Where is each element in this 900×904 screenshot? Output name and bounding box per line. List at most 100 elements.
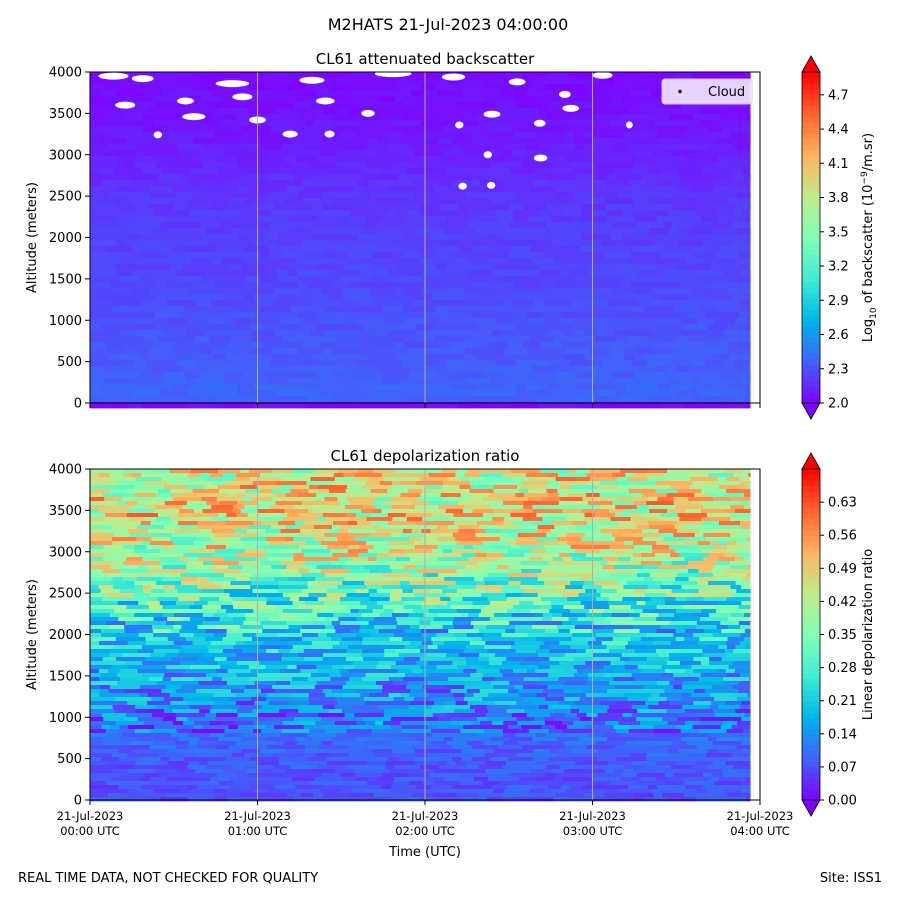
heatmap-cell (337, 234, 359, 240)
heatmap-cell (547, 473, 559, 477)
heatmap-cell (484, 633, 503, 637)
heatmap-cell (396, 557, 411, 561)
heatmap-cell (551, 216, 572, 222)
heatmap-cell (405, 150, 415, 156)
heatmap-cell (147, 601, 161, 605)
heatmap-cell (243, 633, 257, 637)
heatmap-cell (485, 753, 499, 757)
heatmap-cell (465, 192, 489, 198)
heatmap-cell (422, 489, 446, 493)
heatmap-cell (653, 577, 662, 581)
heatmap-cell (325, 625, 334, 629)
heatmap-cell (703, 276, 733, 282)
heatmap-cell (151, 150, 180, 156)
heatmap-cell (590, 477, 617, 481)
colorbar-tick-label: 4.1 (828, 157, 849, 172)
heatmap-cell (187, 246, 217, 252)
heatmap-cell (118, 228, 131, 234)
heatmap-cell (570, 645, 590, 649)
heatmap-cell (749, 120, 751, 126)
heatmap-cell (697, 757, 706, 761)
heatmap-cell (266, 589, 278, 593)
heatmap-cell (661, 673, 673, 677)
heatmap-cell (232, 228, 243, 234)
heatmap-cell (606, 753, 631, 757)
heatmap-cell (377, 497, 392, 501)
heatmap-cell (90, 497, 105, 501)
heatmap-cell (537, 761, 556, 765)
heatmap-cell (117, 354, 140, 360)
y-axis-label: Altitude (meters) (25, 182, 40, 293)
heatmap-cell (580, 342, 592, 348)
heatmap-cell (615, 525, 637, 529)
heatmap-cell (344, 665, 355, 669)
heatmap-cell (656, 108, 682, 114)
heatmap-cell (186, 324, 215, 330)
heatmap-cell (657, 210, 668, 216)
heatmap-cell (188, 473, 200, 477)
heatmap-cell (236, 693, 257, 697)
heatmap-cell (481, 222, 510, 228)
heatmap-cell (672, 589, 700, 593)
heatmap-cell (268, 264, 290, 270)
heatmap-cell (562, 509, 582, 513)
heatmap-cell (645, 180, 656, 186)
heatmap-cell (655, 180, 667, 186)
heatmap-cell (181, 126, 203, 132)
heatmap-cell (257, 509, 285, 513)
heatmap-cell (199, 473, 211, 477)
heatmap-cell (502, 114, 524, 120)
heatmap-cell (703, 533, 731, 537)
colorbar-tick-label: 3.5 (828, 225, 849, 240)
heatmap-cell (346, 733, 371, 737)
heatmap-cell (90, 673, 101, 677)
heatmap-cell (171, 132, 191, 138)
heatmap-cell (462, 757, 473, 761)
heatmap-cell (361, 336, 372, 342)
heatmap-cell (468, 258, 489, 264)
colorbar-tick-label: 2.0 (828, 397, 849, 412)
heatmap-cell (412, 300, 427, 306)
heatmap-cell (189, 90, 213, 96)
colorbar-segment (802, 353, 820, 359)
heatmap-cell (281, 342, 302, 348)
heatmap-cell (504, 553, 524, 557)
heatmap-cell (254, 701, 269, 705)
heatmap-cell (464, 685, 493, 689)
heatmap-cell (703, 396, 713, 402)
heatmap-cell (168, 761, 190, 765)
heatmap-cell (457, 665, 484, 669)
heatmap-cell (723, 721, 738, 725)
heatmap-cell (354, 300, 373, 306)
heatmap-cell (663, 342, 680, 348)
heatmap-cell (344, 96, 354, 102)
heatmap-cell (641, 637, 653, 641)
heatmap-cell (103, 330, 122, 336)
heatmap-cell (510, 276, 532, 282)
heatmap-cell (701, 517, 711, 521)
colorbar-segment (802, 298, 820, 304)
heatmap-cell (289, 222, 303, 228)
heatmap-cell (115, 264, 141, 270)
heatmap-cell (243, 621, 261, 625)
heatmap-cell (203, 561, 214, 565)
heatmap-cell (571, 637, 587, 641)
colorbar-segment (802, 204, 820, 210)
heatmap-cell (536, 96, 562, 102)
heatmap-cell (318, 372, 332, 378)
heatmap-cell (437, 665, 458, 669)
heatmap-cell (697, 318, 715, 324)
heatmap-cell (636, 733, 653, 737)
heatmap-cell (101, 589, 121, 593)
heatmap-cell (160, 270, 177, 276)
heatmap-cell (727, 541, 737, 545)
heatmap-cell (167, 318, 189, 324)
heatmap-cell (206, 545, 227, 549)
heatmap-cell (713, 168, 733, 174)
heatmap-cell (559, 629, 571, 633)
heatmap-cell (483, 477, 512, 481)
heatmap-cell (189, 557, 199, 561)
heatmap-cell (654, 725, 677, 729)
heatmap-cell (616, 577, 645, 581)
heatmap-cell (149, 477, 163, 481)
